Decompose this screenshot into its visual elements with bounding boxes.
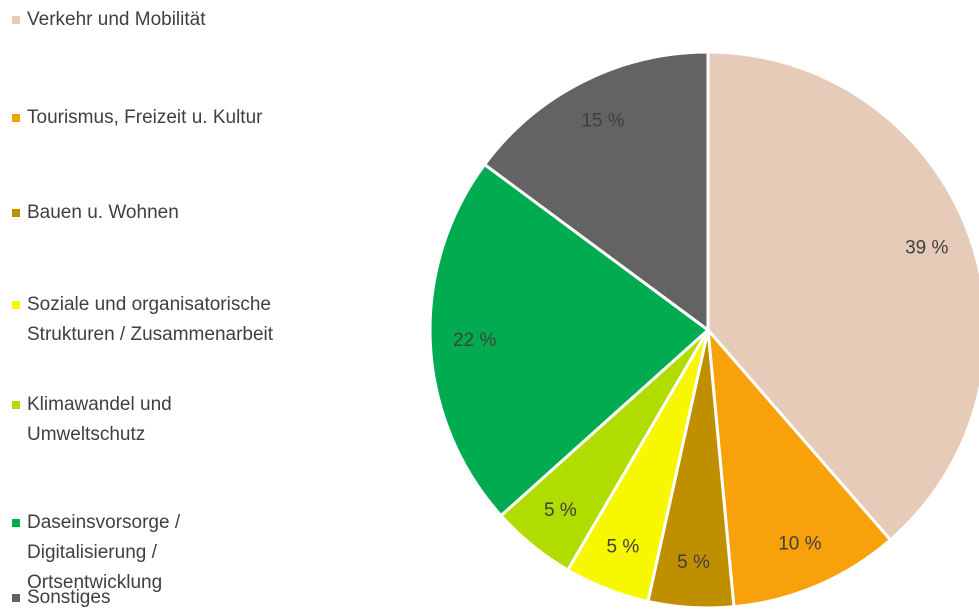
legend-label: Sonstiges <box>27 587 111 608</box>
legend-entry: Bauen u. Wohnen <box>12 198 357 228</box>
pie-slice <box>706 50 979 542</box>
legend-swatch <box>12 209 20 217</box>
data-label: 5 % <box>544 500 577 521</box>
legend-label: Tourismus, Freizeit u. Kultur <box>27 107 263 128</box>
legend-label: Verkehr und Mobilität <box>27 9 206 30</box>
data-label: 5 % <box>677 552 710 573</box>
legend-label: Klimawandel und Umweltschutz <box>27 394 172 445</box>
legend-entry: Tourismus, Freizeit u. Kultur <box>12 103 357 133</box>
legend-entry: Daseinsvorsorge / Digitalisierung / Orts… <box>12 508 197 598</box>
legend-entry: Verkehr und Mobilität <box>12 5 357 35</box>
legend-entry: Klimawandel und Umweltschutz <box>12 390 227 450</box>
legend-swatch <box>12 301 20 309</box>
legend-swatch <box>12 401 20 409</box>
data-label: 22 % <box>453 330 496 351</box>
legend-swatch <box>12 594 20 602</box>
pie-slice <box>706 325 893 609</box>
legend-label: Soziale und organisatorische Strukturen … <box>27 294 274 345</box>
legend-swatch <box>12 114 20 122</box>
data-label: 39 % <box>905 237 948 258</box>
legend-label: Bauen u. Wohnen <box>27 202 179 223</box>
data-label: 10 % <box>778 534 821 555</box>
data-label: 15 % <box>581 110 624 131</box>
pie-slice <box>482 50 710 333</box>
legend-swatch <box>12 519 20 527</box>
legend-entry: Sonstiges <box>12 583 357 613</box>
legend-label: Daseinsvorsorge / Digitalisierung / Orts… <box>27 512 181 593</box>
legend-entry: Soziale und organisatorische Strukturen … <box>12 290 357 350</box>
legend-swatch <box>12 16 20 24</box>
data-label: 5 % <box>606 536 639 557</box>
pie-slice <box>428 162 711 518</box>
